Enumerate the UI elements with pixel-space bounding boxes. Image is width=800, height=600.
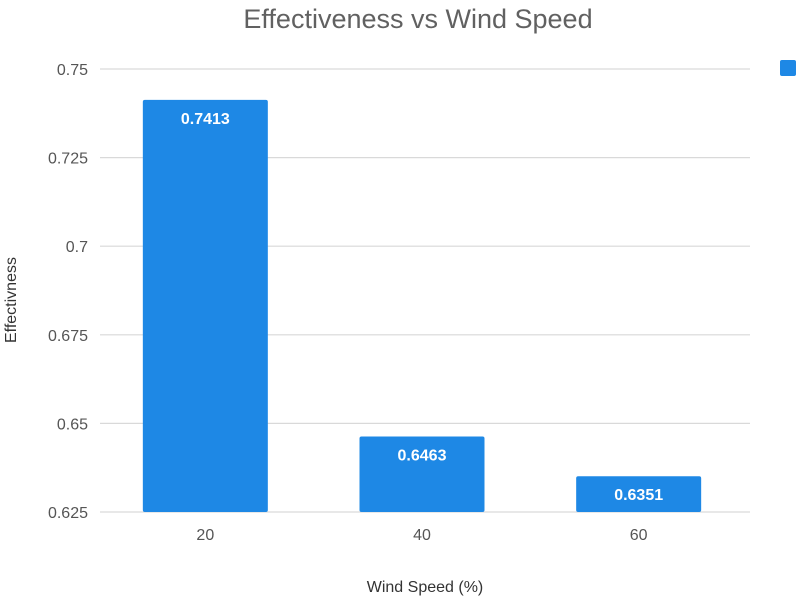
bar[interactable] [576, 476, 702, 512]
bars: 0.7413 0.6463 0.6351 [142, 99, 702, 513]
y-axis-ticks: 0.625 0.65 0.675 0.7 0.725 0.75 [48, 62, 88, 522]
y-tick-label: 0.65 [57, 416, 88, 433]
legend-swatch[interactable] [780, 60, 796, 76]
y-tick-label: 0.7 [66, 239, 88, 256]
bar-data-label: 0.6463 [398, 448, 447, 465]
x-tick-label: 40 [413, 527, 431, 544]
x-tick-label: 20 [196, 527, 214, 544]
x-tick-label: 60 [630, 527, 648, 544]
y-tick-label: 0.725 [48, 151, 88, 168]
y-tick-label: 0.625 [48, 505, 88, 522]
y-axis-label: Effectivness [3, 257, 20, 343]
x-axis-label: Wind Speed (%) [367, 579, 484, 596]
y-tick-label: 0.675 [48, 328, 88, 345]
bar[interactable] [142, 99, 268, 513]
bar[interactable] [359, 436, 485, 512]
chart-title: Effectiveness vs Wind Speed [243, 4, 592, 34]
x-axis-ticks: 20 40 60 [196, 527, 647, 544]
bar-data-label: 0.6351 [614, 487, 663, 504]
bar-data-label: 0.7413 [181, 111, 230, 128]
y-tick-label: 0.75 [57, 62, 88, 79]
